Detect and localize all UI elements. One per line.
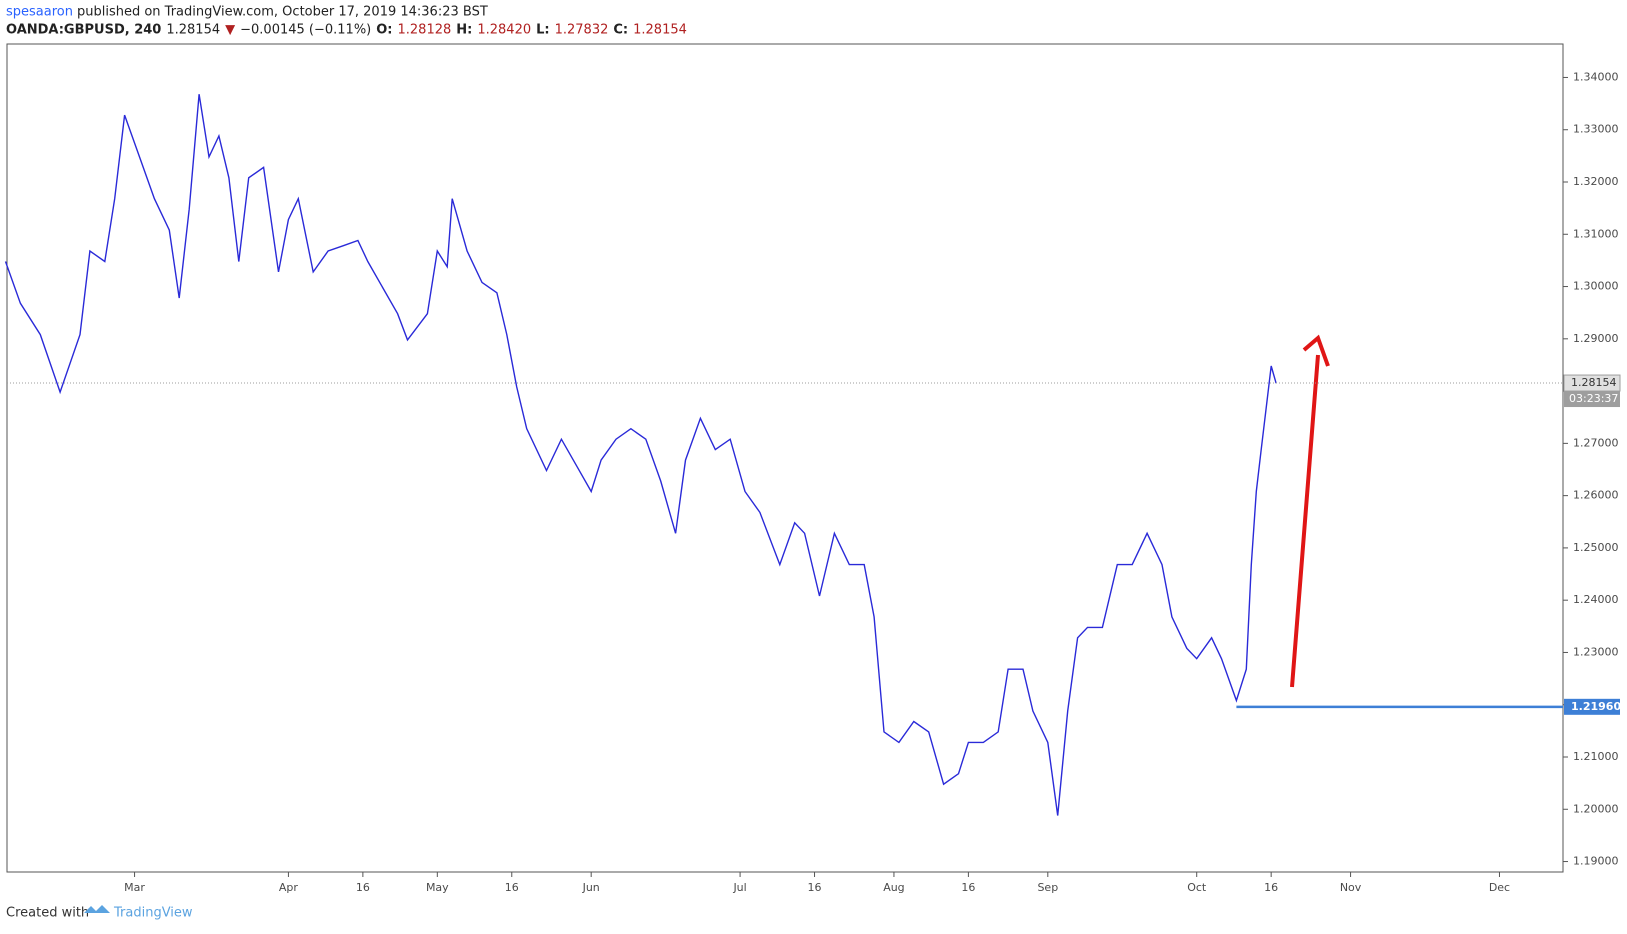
- y-tick-label: 1.29000: [1573, 332, 1619, 345]
- x-tick-label: Jun: [582, 881, 600, 894]
- l-label: L:: [536, 23, 549, 38]
- tv-logo: [84, 905, 110, 913]
- x-tick-label: Mar: [124, 881, 145, 894]
- x-tick-label: Dec: [1489, 881, 1510, 894]
- y-tick-label: 1.27000: [1573, 436, 1619, 449]
- x-tick-label: 16: [808, 881, 822, 894]
- countdown-label: 03:23:37: [1569, 392, 1618, 405]
- support-label: 1.21960: [1571, 700, 1621, 713]
- footer-brand: TradingView: [113, 906, 193, 921]
- y-tick-label: 1.26000: [1573, 489, 1619, 502]
- o-label: O:: [376, 23, 392, 38]
- x-tick-label: Jul: [732, 881, 746, 894]
- x-tick-label: 16: [1264, 881, 1278, 894]
- y-tick-label: 1.20000: [1573, 802, 1619, 815]
- c-label: C:: [613, 23, 628, 38]
- y-tick-label: 1.23000: [1573, 645, 1619, 658]
- last-price-label: 1.28154: [1571, 376, 1617, 389]
- author[interactable]: spesaaron: [6, 5, 73, 20]
- x-tick-label: Sep: [1037, 881, 1058, 894]
- change: −0.00145 (−0.11%): [240, 23, 371, 38]
- y-tick-label: 1.34000: [1573, 70, 1619, 83]
- y-tick-label: 1.21000: [1573, 750, 1619, 763]
- y-tick-label: 1.31000: [1573, 227, 1619, 240]
- x-tick-label: Aug: [883, 881, 904, 894]
- h-label: H:: [456, 23, 472, 38]
- y-tick-label: 1.24000: [1573, 593, 1619, 606]
- x-tick-label: 16: [505, 881, 519, 894]
- price: 1.28154: [166, 23, 220, 38]
- plot-frame: [6, 43, 1564, 873]
- o: 1.28128: [398, 23, 452, 38]
- c: 1.28154: [633, 23, 687, 38]
- footer-created: Created with: [6, 906, 89, 921]
- h: 1.28420: [477, 23, 531, 38]
- price-line: [4, 94, 1277, 816]
- support-box: [1564, 698, 1620, 715]
- y-tick-label: 1.30000: [1573, 280, 1619, 293]
- y-tick-label: 1.32000: [1573, 175, 1619, 188]
- countdown-box: [1564, 391, 1620, 408]
- x-tick-label: May: [426, 881, 449, 894]
- x-tick-label: Apr: [279, 881, 299, 894]
- l: 1.27832: [555, 23, 609, 38]
- x-tick-label: 16: [356, 881, 370, 894]
- arrow-annotation: [1290, 334, 1330, 688]
- x-tick-label: 16: [961, 881, 975, 894]
- symbol: OANDA:GBPUSD, 240: [6, 23, 161, 38]
- ohlc-row: OANDA:GBPUSD, 240 1.28154 ▼ −0.00145 (−0…: [6, 23, 687, 38]
- x-tick-label: Oct: [1187, 881, 1207, 894]
- y-tick-label: 1.33000: [1573, 123, 1619, 136]
- x-tick-label: Nov: [1340, 881, 1362, 894]
- arrow: ▼: [225, 23, 235, 38]
- y-tick-label: 1.19000: [1573, 855, 1619, 868]
- published: published on TradingView.com, October 17…: [77, 5, 488, 20]
- y-tick-label: 1.25000: [1573, 541, 1619, 554]
